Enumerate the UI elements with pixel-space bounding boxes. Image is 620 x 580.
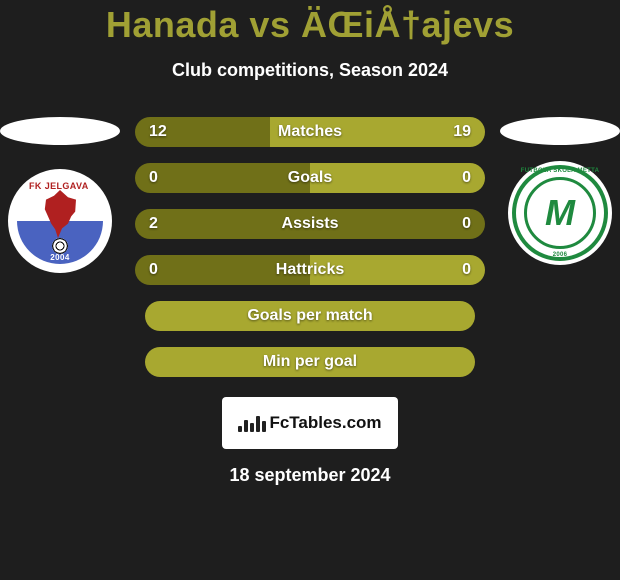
stat-label: Assists [282,215,339,233]
stat-right-value: 19 [453,123,471,141]
stat-label: Goals [288,169,332,187]
right-avatar-placeholder [500,117,620,145]
stat-right-value: 0 [462,215,471,233]
right-team-badge: FUTBOLA SKOLA METTA M 2006 [508,161,612,265]
stat-left-value: 0 [149,169,158,187]
left-badge-name: FK JELGAVA [29,181,89,191]
date-line: 18 september 2024 [229,465,390,486]
stat-bar: 0 0 Hattricks [135,255,485,285]
rooster-icon [40,190,80,238]
right-team-col: FUTBOLA SKOLA METTA M 2006 [500,117,620,265]
stat-bar-left-fill [135,163,310,193]
stat-bar-right-fill [310,163,485,193]
page-title: Hanada vs ÄŒiÅ†ajevs [106,4,514,46]
fctables-badge[interactable]: FcTables.com [222,397,398,449]
right-badge-name: FUTBOLA SKOLA METTA [521,168,599,174]
subtitle: Club competitions, Season 2024 [172,60,448,81]
soccer-ball-icon [52,238,68,254]
left-team-col: FK JELGAVA 2004 [0,117,120,273]
left-avatar-placeholder [0,117,120,145]
stat-right-value: 0 [462,169,471,187]
right-badge-year: 2006 [553,252,568,258]
bar-chart-icon [238,414,266,432]
stat-bar: 2 0 Assists [135,209,485,239]
left-badge-year: 2004 [50,253,69,262]
stat-left-value: 12 [149,123,167,141]
stat-right-value: 0 [462,261,471,279]
stat-label: Matches [278,123,342,141]
right-badge-letter: M [545,192,575,234]
stat-left-value: 2 [149,215,158,233]
stats-wrap: FK JELGAVA 2004 12 19 Matches 0 0 Goals 2 0 Assi… [0,117,620,449]
full-stat-bar: Goals per match [145,301,475,331]
stats-bars: 12 19 Matches 0 0 Goals 2 0 Assists 0 0 Hattricks Go… [134,117,486,449]
stat-label: Hattricks [276,261,344,279]
fctables-label: FcTables.com [269,413,381,433]
left-team-badge: FK JELGAVA 2004 [8,169,112,273]
full-stat-bar: Min per goal [145,347,475,377]
stat-bar: 0 0 Goals [135,163,485,193]
comparison-card: Hanada vs ÄŒiÅ†ajevs Club competitions, … [0,0,620,486]
stat-bar: 12 19 Matches [135,117,485,147]
badge-inner-ring: M [524,177,596,249]
left-badge-inner: FK JELGAVA 2004 [17,178,103,264]
stat-left-value: 0 [149,261,158,279]
